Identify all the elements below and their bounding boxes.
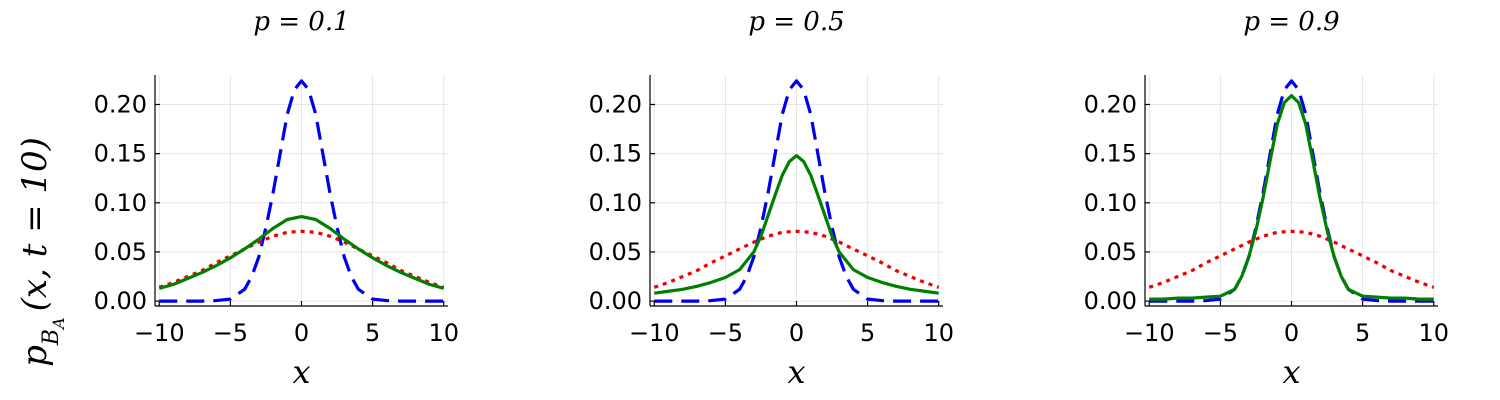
x-tick-label: −5 bbox=[213, 319, 248, 347]
y-axis-label-subsubscript: A bbox=[49, 317, 68, 331]
panel-title: p = 0.1 bbox=[253, 7, 349, 37]
y-axis-label-subscript: B bbox=[39, 329, 64, 346]
y-axis-label-args: (x, t = 10) bbox=[15, 137, 55, 311]
x-tick-label: 10 bbox=[428, 319, 459, 347]
y-tick-label: 0.10 bbox=[1084, 189, 1137, 217]
panel-3: −10 −5 0 5 10 0.00 0.05 0.10 0.15 0.20 p = 0.9 x bbox=[1084, 7, 1449, 391]
y-tick-label: 0.00 bbox=[589, 287, 642, 315]
x-axis-label: x bbox=[292, 353, 310, 391]
x-tick-label: 0 bbox=[789, 319, 804, 347]
y-tick-label: 0.15 bbox=[94, 140, 147, 168]
x-axis-label: x bbox=[1282, 353, 1300, 391]
x-tick-label: 5 bbox=[1355, 319, 1370, 347]
x-axis-label: x bbox=[787, 353, 805, 391]
series-line-dashed bbox=[159, 79, 444, 303]
series-line-dashed bbox=[654, 79, 939, 303]
y-tick-label: 0.10 bbox=[94, 189, 147, 217]
x-tick-label: 10 bbox=[1418, 319, 1449, 347]
series-line-solid bbox=[654, 154, 939, 295]
x-tick-label: 5 bbox=[860, 319, 875, 347]
x-tick-label: 5 bbox=[365, 319, 380, 347]
y-tick-label: 0.15 bbox=[589, 140, 642, 168]
y-tick-label: 0.00 bbox=[94, 287, 147, 315]
x-tick-label: −5 bbox=[708, 319, 743, 347]
y-tick-label: 0.05 bbox=[94, 238, 147, 266]
panels: −10 −5 0 5 100.000.050.100.150.20p = 0.1x−10… bbox=[94, 7, 1449, 391]
series-line-dotted bbox=[158, 229, 445, 289]
y-axis-label-main: p bbox=[15, 345, 55, 367]
y-tick-label: 0.20 bbox=[589, 90, 642, 118]
shared-y-axis-label: pBA (x, t = 10) bbox=[15, 137, 68, 367]
panel-1: −10 −5 0 5 10 0.00 0.05 0.10 0.15 0.20 p = 0.1 x bbox=[94, 7, 459, 391]
x-tick-label: −10 bbox=[134, 319, 185, 347]
panel-2: −10 −5 0 5 10 0.00 0.05 0.10 0.15 0.20 p = 0.5 x bbox=[589, 7, 954, 391]
x-tick-label: −5 bbox=[1203, 319, 1238, 347]
series-line-solid bbox=[158, 214, 445, 290]
y-tick-label: 0.05 bbox=[1084, 238, 1137, 266]
series-line-dashed bbox=[1149, 79, 1434, 303]
panel-title: p = 0.9 bbox=[1243, 7, 1339, 37]
y-tick-label: 0.00 bbox=[1084, 287, 1137, 315]
x-tick-label: −10 bbox=[629, 319, 680, 347]
x-tick-label: 0 bbox=[1284, 319, 1299, 347]
series-line-dotted bbox=[1148, 229, 1435, 289]
y-tick-label: 0.20 bbox=[94, 90, 147, 118]
x-tick-label: 10 bbox=[923, 319, 954, 347]
y-tick-label: 0.20 bbox=[1084, 90, 1137, 118]
series-line-dotted bbox=[653, 229, 940, 289]
x-tick-label: −10 bbox=[1124, 319, 1175, 347]
y-tick-label: 0.10 bbox=[589, 189, 642, 217]
panel-title: p = 0.5 bbox=[748, 7, 844, 37]
y-tick-label: 0.15 bbox=[1084, 140, 1137, 168]
series-line-solid bbox=[1149, 94, 1434, 301]
y-axis-label: pBA (x, t = 10) bbox=[15, 137, 68, 367]
x-tick-label: 0 bbox=[294, 319, 309, 347]
y-tick-label: 0.05 bbox=[589, 238, 642, 266]
